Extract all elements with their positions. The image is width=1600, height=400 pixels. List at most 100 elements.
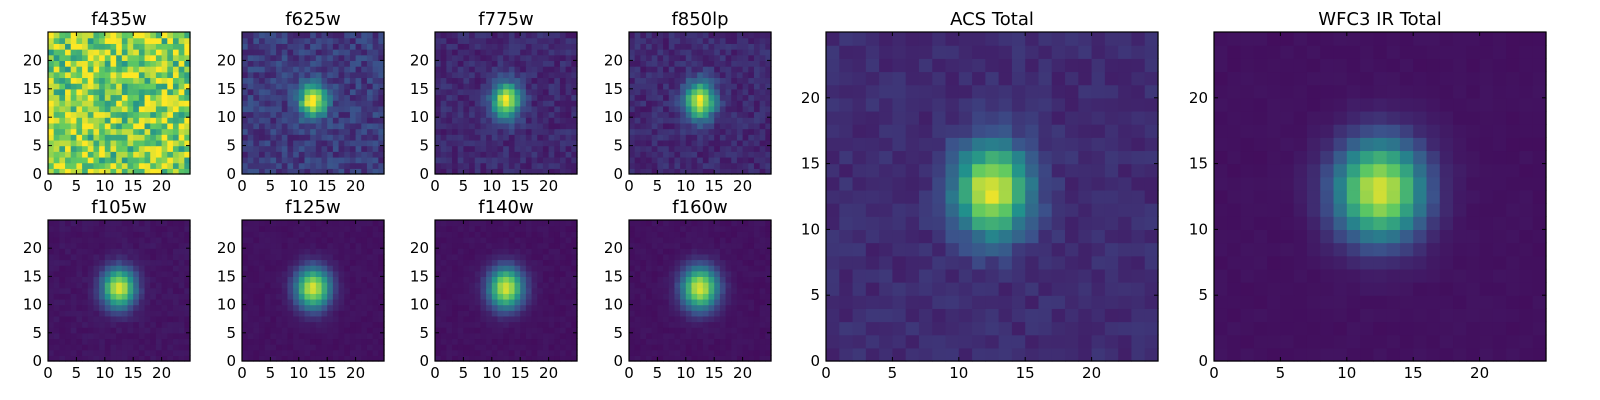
heatmap-cell [304,145,311,152]
heatmap-cell [355,355,362,362]
heatmap-cell [958,308,973,323]
heatmap-cell [82,122,89,130]
heatmap-cell [315,338,323,345]
heatmap-cell [514,77,521,84]
heatmap-cell [287,270,294,277]
heatmap-cell [82,225,89,232]
heatmap-cell [298,122,306,130]
heatmap-cell [355,276,362,283]
heatmap-cell [53,66,60,73]
heatmap-cell [310,128,317,135]
heatmap-cell [110,220,117,227]
heatmap-cell [435,88,442,96]
heatmap-cell [144,83,151,90]
heatmap-cell [520,134,527,141]
heatmap-cell [1360,282,1374,296]
heatmap-cell [514,32,521,39]
heatmap-cell [491,168,499,175]
heatmap-cell [1320,268,1335,283]
heatmap-cell [104,151,112,158]
heatmap-cell [1492,347,1507,362]
heatmap-cell [1011,268,1026,283]
heatmap-cell [172,145,180,152]
heatmap-cell [150,332,157,340]
heatmap-cell [172,276,180,283]
heatmap-cell [520,43,527,50]
heatmap-cell [298,315,306,323]
heatmap-cell [1091,32,1106,46]
heatmap-cell [259,162,266,169]
heatmap-cell [82,344,89,351]
heatmap-cell [167,276,174,283]
heatmap-cell [457,83,464,90]
heatmap-cell [719,83,727,90]
heatmap-cell [161,225,168,232]
heatmap-cell [161,259,168,266]
heatmap-cell [708,49,715,56]
heatmap-cell [321,77,328,84]
heatmap-cell [1131,58,1146,73]
heatmap-cell [736,77,744,84]
heatmap-cell [1280,137,1295,152]
heatmap-cell [548,134,555,141]
heatmap-cell [310,66,317,73]
heatmap-cell [486,145,493,152]
heatmap-cell [53,117,60,124]
heatmap-cell [338,344,345,351]
heatmap-cell [264,151,271,158]
heatmap-cell [1293,216,1308,230]
heatmap-cell [1333,347,1348,362]
heatmap-cell [646,128,653,135]
heatmap-cell [1373,84,1388,99]
heatmap-cell [110,122,117,130]
heatmap-cell [99,139,106,147]
heatmap-cell [1293,71,1308,86]
heatmap-cell [1346,268,1361,283]
heatmap-cell [892,242,907,257]
heatmap-cell [629,162,636,169]
heatmap-cell [1373,203,1388,217]
heatmap-cell [133,304,140,311]
heatmap-cell [753,105,761,113]
heatmap-cell [1214,229,1228,244]
heatmap-cell [719,111,727,118]
heatmap-cell [121,105,129,113]
heatmap-cell [1240,137,1255,152]
heatmap-cell [110,287,117,294]
heatmap-cell [503,151,510,158]
heatmap-cell [998,347,1013,362]
heatmap-cell [559,168,567,175]
heatmap-cell [304,94,311,101]
heatmap-cell [1439,308,1454,323]
heatmap-cell [1306,255,1321,270]
heatmap-cell [852,110,867,125]
heatmap-cell [1051,45,1066,59]
heatmap-cell [503,60,510,67]
heatmap-cell [144,225,151,232]
heatmap-cell [99,43,106,50]
heatmap-cell [104,287,112,294]
heatmap-cell [520,111,527,118]
heatmap-cell [264,71,271,79]
heatmap-cell [161,145,168,152]
heatmap-cell [332,162,340,169]
heatmap-cell [548,139,555,147]
heatmap-cell [1360,229,1374,244]
heatmap-cell [748,105,755,113]
heatmap-cell [725,49,732,56]
heatmap-cell [918,321,933,336]
heatmap-cell [663,168,670,175]
heatmap-cell [972,163,986,178]
heatmap-cell [1346,84,1361,99]
heatmap-cell [338,282,345,289]
heatmap-cell [1267,71,1281,86]
heatmap-cell [474,37,482,44]
heatmap-cell [708,156,715,164]
heatmap-cell [759,60,766,67]
heatmap-cell [1492,71,1507,86]
heatmap-cell [1011,163,1026,178]
heatmap-cell [657,94,664,101]
heatmap-cell [155,111,163,118]
heatmap-cell [321,105,328,113]
